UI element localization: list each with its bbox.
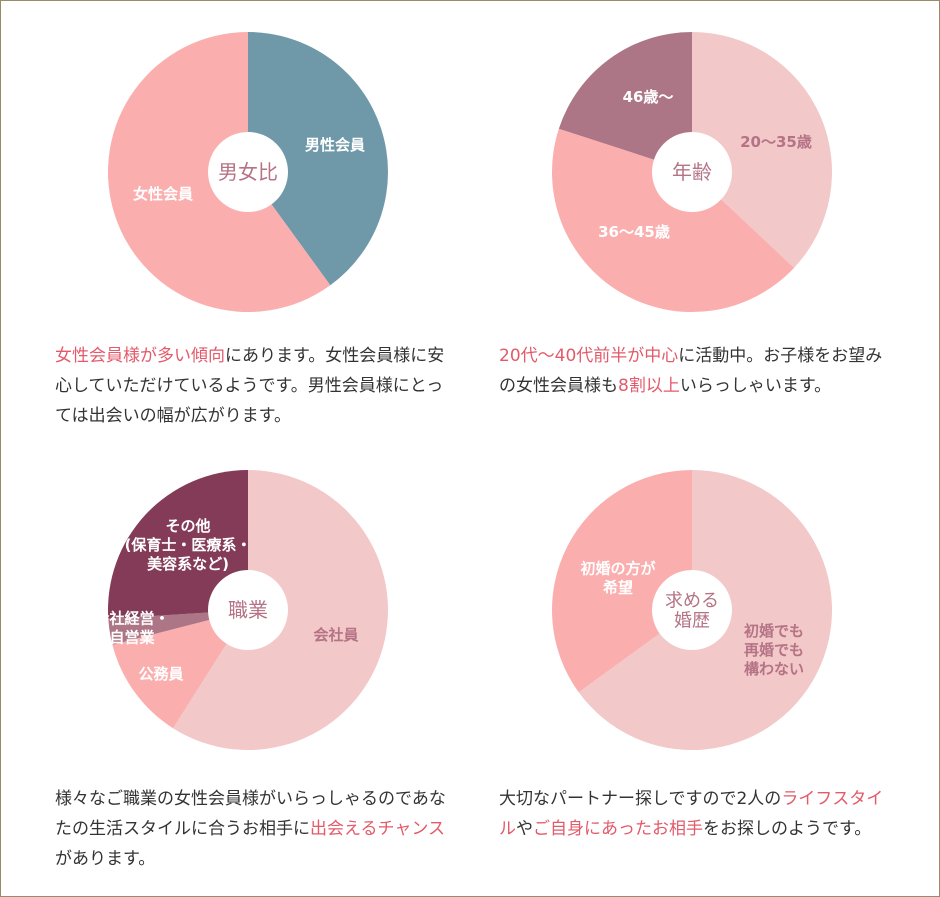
description-text: に活動中。お子様をお望みの女性会員様も: [499, 346, 883, 396]
pie-slice-36-45歳: [551, 128, 795, 313]
slice-label-女性会員: 女性会員: [133, 185, 193, 203]
description-text: や: [516, 819, 533, 839]
slice-label-その他-保育士-医療系-美容系など: その他(保育士・医療系・美容系など): [125, 517, 252, 573]
description-text: にあります。女性会員様に安心していただけているようです。男性会員様にとっては出会…: [55, 346, 445, 426]
chart-description-3: 様々なご職業の女性会員様がいらっしゃるのであなたの生活スタイルに合うお相手に出会…: [55, 784, 450, 874]
pie-slice-その他-保育士-医療系-美容系など: [108, 470, 248, 619]
pie-slice-20-35歳: [692, 32, 833, 268]
highlighted-text: ご自身にあったお相手: [533, 819, 703, 839]
slice-label-46歳: 46歳〜: [623, 88, 674, 106]
chart-description-1: 女性会員様が多い傾向にあります。女性会員様に安心していただけているようです。男性…: [55, 341, 450, 431]
highlighted-text: 女性会員様が多い傾向: [55, 346, 225, 366]
pie-center-label: 求める婚歴: [665, 590, 719, 631]
slice-label-男性会員: 男性会員: [305, 136, 365, 154]
chart-description-4: 大切なパートナー探しですので2人のライフスタイルやご自身にあったお相手をお探しの…: [499, 784, 894, 844]
pie-slice-46歳: [558, 32, 692, 172]
highlighted-text: 出会えるチャンス: [310, 819, 445, 839]
pie-center-label: 年齢: [672, 160, 712, 184]
chart-description-2: 20代〜40代前半が中心に活動中。お子様をお望みの女性会員様も8割以上いらっしゃ…: [499, 341, 894, 401]
highlighted-text: ライフスタイル: [499, 789, 884, 839]
pie-center-label: 男女比: [218, 160, 278, 184]
description-text: いらっしゃいます。: [679, 376, 832, 396]
slice-label-公務員: 公務員: [138, 665, 183, 683]
slice-label-会社経営-自営業: 会社経営・自営業: [94, 610, 169, 647]
slice-label-会社員: 会社員: [313, 626, 358, 644]
description-text: があります。: [55, 849, 156, 869]
description-text: をお探しのようです。: [703, 819, 872, 839]
pie-slice-初婚の方が希望: [552, 470, 692, 693]
pie-center-circle: [208, 132, 288, 212]
pie-center-circle: [652, 570, 732, 650]
pie-slice-公務員: [112, 610, 249, 729]
pie-center-circle: [208, 570, 288, 650]
pie-center-label: 職業: [228, 598, 268, 622]
description-text: 大切なパートナー探しですので2人の: [499, 789, 782, 809]
highlighted-text: 20代〜40代前半が中心: [499, 346, 679, 366]
highlighted-text: 8割以上: [618, 376, 680, 396]
slice-label-20-35歳: 20〜35歳: [740, 133, 812, 151]
slice-label-初婚でも再婚でも構わない: 初婚でも再婚でも構わない: [744, 622, 804, 678]
pie-center-circle: [652, 132, 732, 212]
slice-label-初婚の方が希望: 初婚の方が希望: [580, 560, 656, 597]
slice-label-36-45歳: 36〜45歳: [598, 223, 670, 241]
pie-chart-2: 20〜35歳 36〜45歳 46歳〜年齢: [551, 32, 833, 313]
description-text: 様々なご職業の女性会員様がいらっしゃるのであなたの生活スタイルに合うお相手に: [55, 789, 446, 839]
pie-slice-男性会員: [248, 32, 388, 286]
